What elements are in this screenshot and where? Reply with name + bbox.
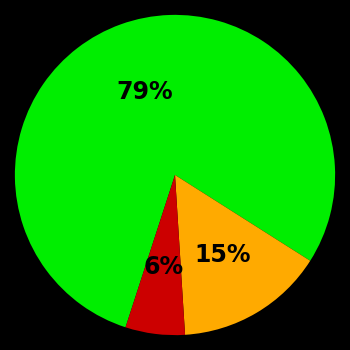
Wedge shape — [126, 175, 185, 335]
Text: 79%: 79% — [117, 80, 174, 104]
Text: 6%: 6% — [143, 255, 183, 279]
Wedge shape — [175, 175, 310, 335]
Wedge shape — [15, 15, 335, 327]
Text: 15%: 15% — [194, 243, 251, 267]
